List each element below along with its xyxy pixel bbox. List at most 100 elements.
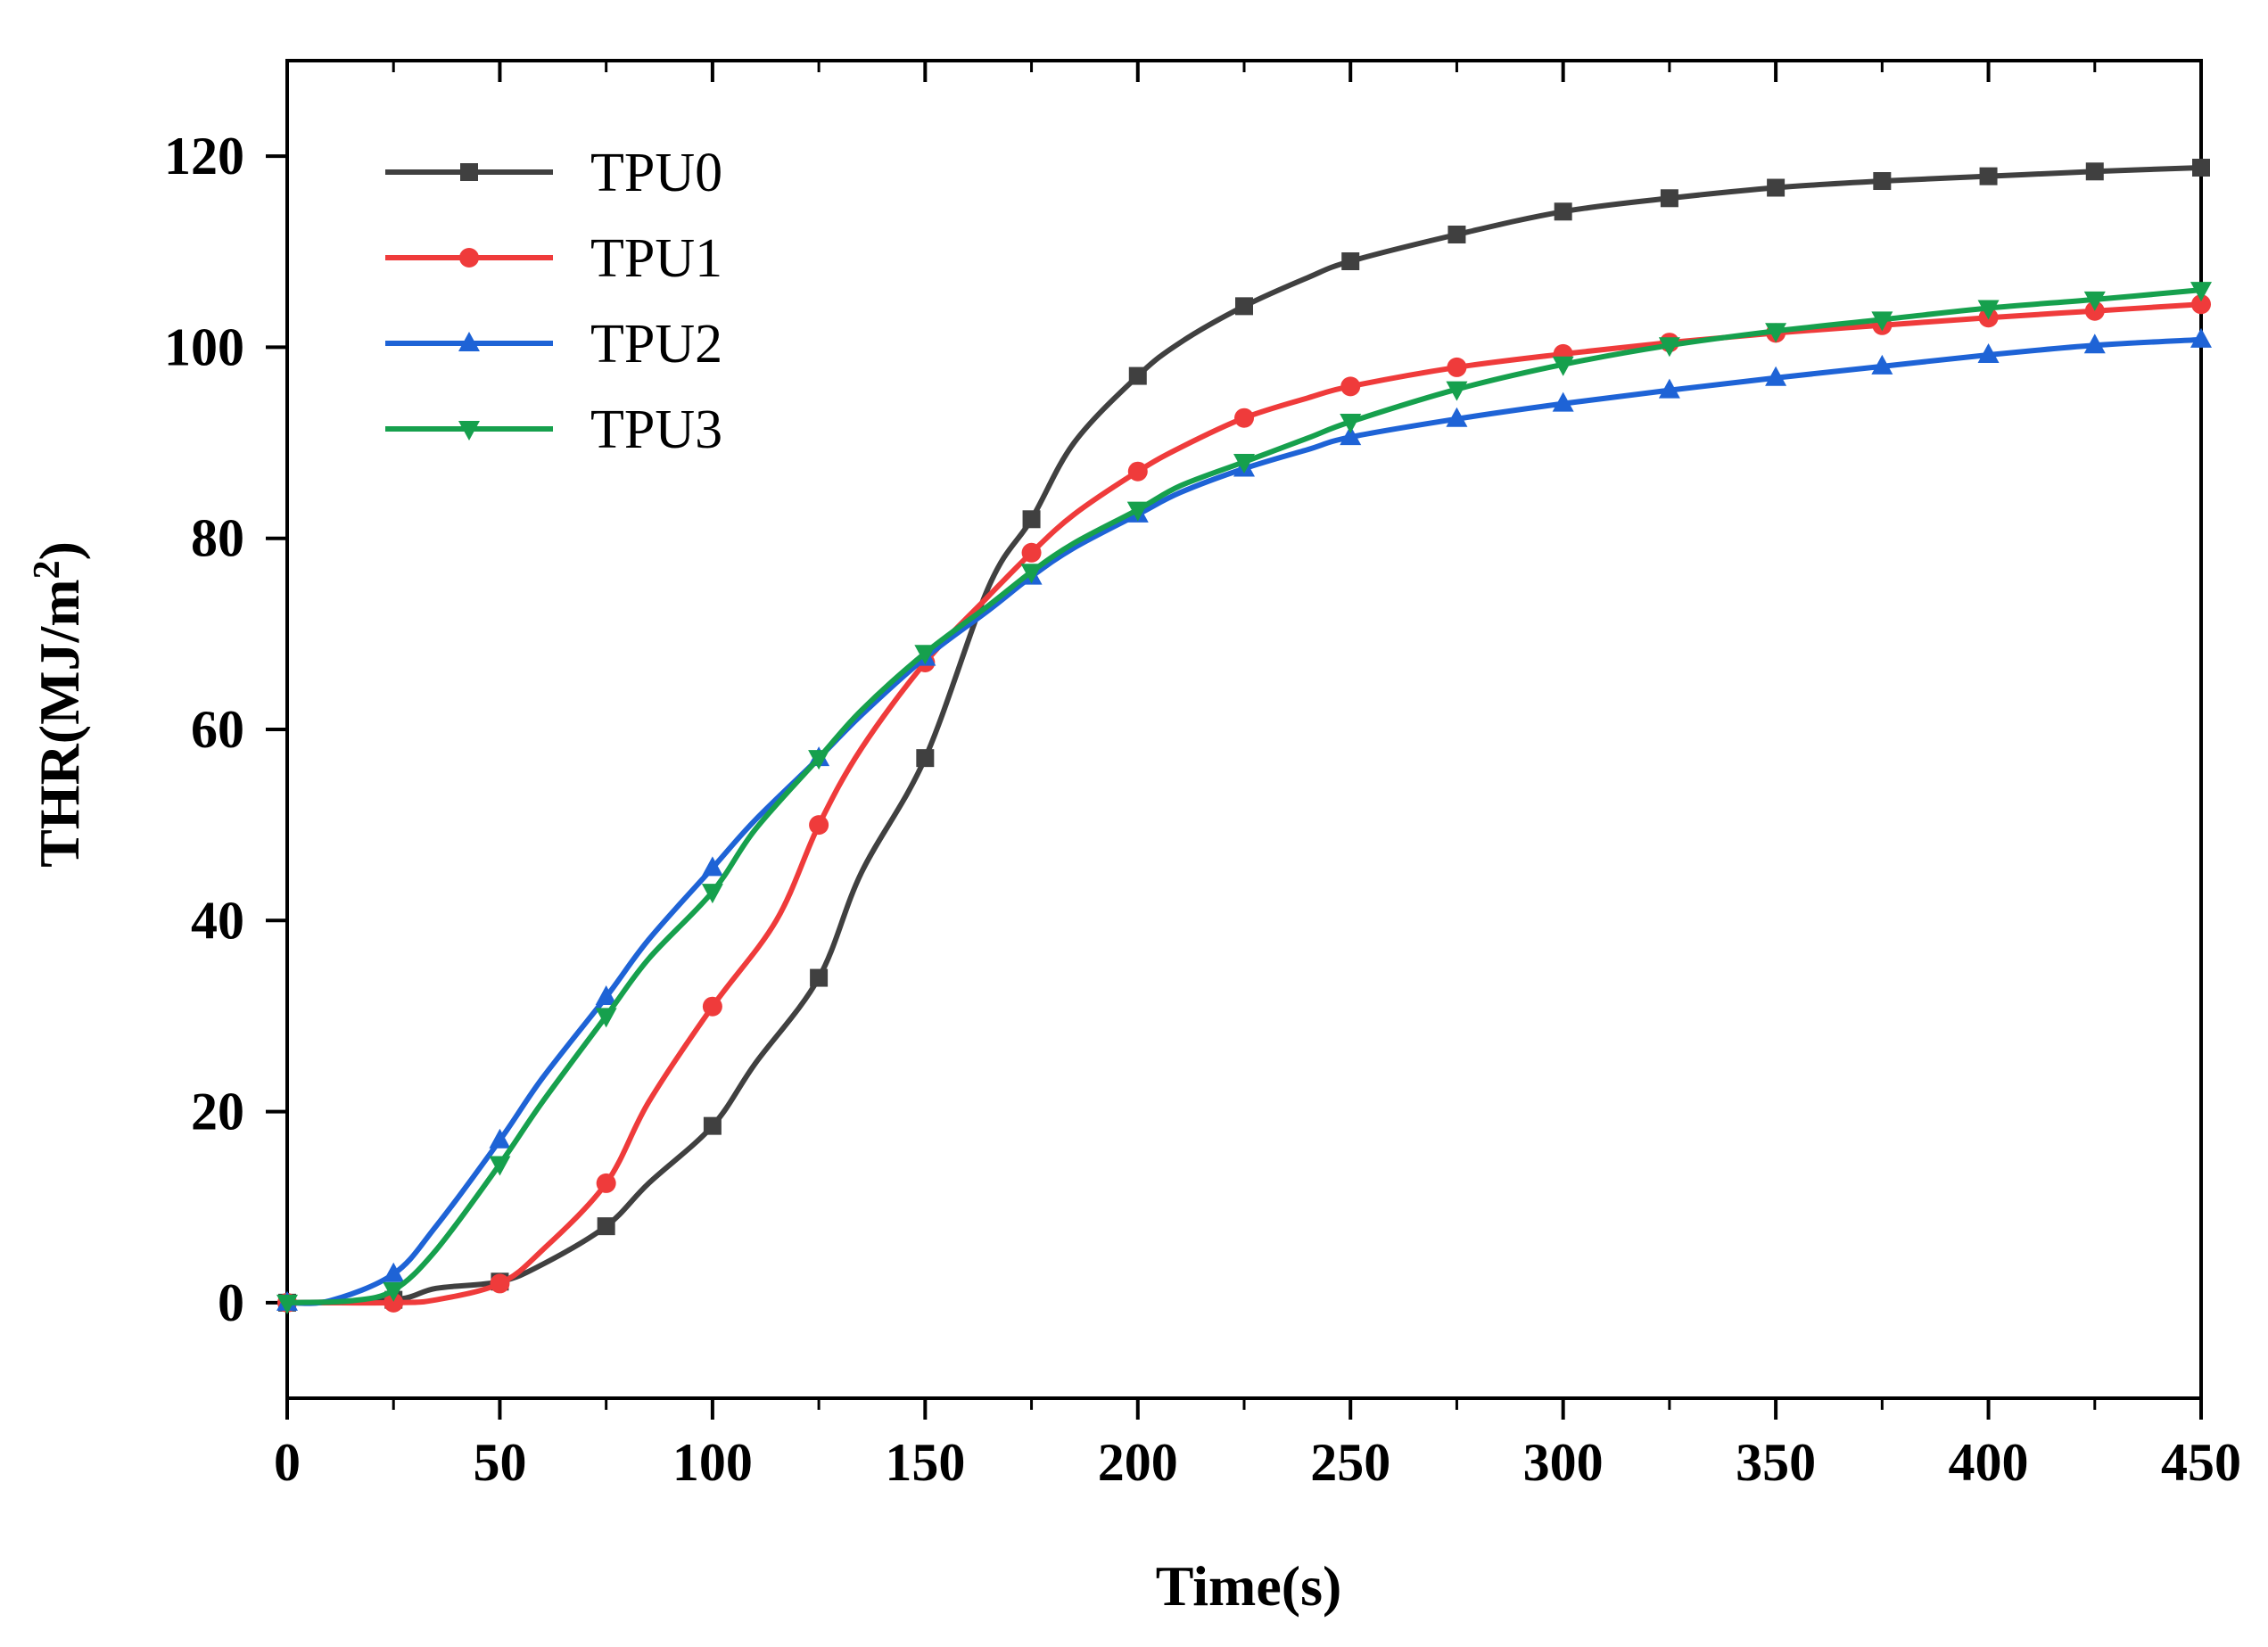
- data-point-tpu1: [1340, 376, 1361, 397]
- data-point-tpu1: [1447, 357, 1467, 377]
- data-point-tpu1: [2191, 294, 2211, 315]
- data-point-tpu0: [1341, 252, 1360, 270]
- data-point-tpu0: [1873, 172, 1892, 190]
- y-axis-title-end: ): [28, 541, 91, 560]
- data-point-tpu0: [1660, 189, 1678, 208]
- series-line-tpu0: [286, 165, 2202, 1305]
- series-tpu0: [278, 159, 2210, 1312]
- data-point-tpu1: [702, 996, 722, 1017]
- data-point-tpu0: [1235, 297, 1253, 316]
- data-point-tpu3: [1658, 337, 1680, 358]
- legend-item-tpu0: TPU0: [385, 143, 722, 203]
- legend-label-tpu2: TPU2: [590, 314, 722, 375]
- data-point-tpu1: [383, 1292, 404, 1313]
- data-point-tpu2: [1340, 425, 1362, 446]
- data-point-tpu0: [1979, 167, 1998, 185]
- x-tick-label: 250: [1310, 1433, 1390, 1492]
- data-point-tpu3: [595, 1008, 617, 1028]
- legend-label-tpu1: TPU1: [590, 228, 722, 289]
- data-point-tpu3: [1871, 311, 1893, 332]
- legend-item-tpu1: TPU1: [385, 228, 722, 289]
- data-point-tpu3: [489, 1156, 511, 1176]
- data-point-tpu3: [1765, 323, 1787, 343]
- data-point-tpu3: [1552, 356, 1574, 376]
- series-line-tpu2: [286, 336, 2202, 1306]
- data-point-tpu2: [1446, 407, 1468, 427]
- y-tick-label: 0: [218, 1273, 244, 1332]
- data-point-tpu3: [1446, 381, 1468, 401]
- data-point-tpu3: [276, 1294, 298, 1314]
- data-point-tpu0: [2192, 159, 2210, 177]
- x-axis-title: Time(s): [1156, 1554, 1342, 1618]
- axes: 0 50 100 150 200 250 300 350 400 450 0 20 40 60 80 100 1…: [164, 59, 2241, 1492]
- data-point-tpu2: [1658, 378, 1680, 399]
- series-tpu2: [276, 327, 2212, 1311]
- data-point-tpu0: [1022, 510, 1041, 529]
- data-point-tpu0: [1767, 178, 1786, 197]
- y-tick-label: 40: [191, 891, 244, 950]
- data-point-tpu3: [701, 884, 723, 904]
- data-point-tpu3: [808, 750, 830, 770]
- y-tick-label: 80: [191, 509, 244, 568]
- data-point-tpu1: [1127, 461, 1148, 482]
- x-tick-label: 300: [1523, 1433, 1604, 1492]
- data-point-tpu0: [597, 1217, 615, 1236]
- y-tick-label: 100: [164, 317, 244, 376]
- data-point-tpu2: [383, 1262, 405, 1282]
- x-tick-label: 450: [2161, 1433, 2241, 1492]
- data-point-tpu3: [1977, 300, 2000, 320]
- data-point-tpu3: [2190, 282, 2212, 302]
- x-tick-label: 200: [1098, 1433, 1178, 1492]
- data-point-tpu2: [2190, 327, 2212, 348]
- data-point-tpu2: [1977, 343, 2000, 363]
- x-tick-label: 400: [1949, 1433, 2029, 1492]
- data-point-tpu0: [1447, 226, 1466, 243]
- data-point-tpu2: [489, 1128, 511, 1149]
- data-point-tpu3: [1126, 501, 1149, 522]
- y-tick-label: 20: [191, 1083, 244, 1141]
- data-point-tpu2: [1765, 366, 1787, 386]
- data-point-tpu0: [810, 968, 829, 987]
- data-point-tpu2: [1552, 391, 1574, 412]
- y-tick-label: 60: [191, 700, 244, 759]
- legend-marker-tpu2: [458, 332, 480, 351]
- y-axis-title-sup: 2: [27, 560, 68, 579]
- y-axis-title-main: THR(MJ/m: [28, 579, 91, 868]
- data-point-tpu0: [2085, 162, 2104, 181]
- data-point-tpu0: [916, 749, 935, 768]
- data-point-tpu2: [2083, 334, 2106, 354]
- y-tick-label: 120: [164, 127, 244, 185]
- data-point-tpu3: [1233, 454, 1255, 474]
- data-point-tpu3: [914, 645, 936, 665]
- data-point-tpu1: [1021, 542, 1042, 563]
- data-point-tpu3: [1340, 414, 1362, 433]
- data-point-tpu3: [2083, 291, 2106, 311]
- legend-item-tpu2: TPU2: [385, 314, 722, 375]
- x-tick-label: 0: [274, 1433, 301, 1492]
- data-point-tpu0: [1554, 202, 1572, 221]
- series-line-tpu3: [286, 287, 2202, 1305]
- legend-marker-tpu0: [460, 163, 478, 181]
- x-tick-label: 50: [473, 1433, 526, 1492]
- legend-marker-tpu3: [458, 421, 480, 441]
- data-point-tpu1: [809, 815, 829, 836]
- legend: TPU0 TPU1 TPU2 TPU3: [385, 143, 722, 460]
- data-point-tpu2: [1871, 354, 1893, 375]
- series-layer: [276, 159, 2212, 1314]
- x-tick-label: 150: [885, 1433, 965, 1492]
- y-axis-title: THR(MJ/m2): [27, 541, 91, 868]
- plot-frame: [285, 59, 2203, 1400]
- legend-marker-tpu1: [459, 248, 479, 268]
- data-point-tpu1: [1234, 408, 1254, 428]
- data-point-tpu1: [596, 1173, 616, 1193]
- data-point-tpu1: [490, 1273, 510, 1294]
- x-tick-label: 100: [672, 1433, 753, 1492]
- data-point-tpu2: [595, 985, 617, 1005]
- data-point-tpu0: [1128, 366, 1147, 385]
- data-point-tpu0: [703, 1116, 722, 1135]
- data-point-tpu3: [1020, 564, 1043, 584]
- data-point-tpu3: [383, 1281, 405, 1302]
- series-tpu3: [276, 282, 2212, 1314]
- x-tick-label: 350: [1736, 1433, 1816, 1492]
